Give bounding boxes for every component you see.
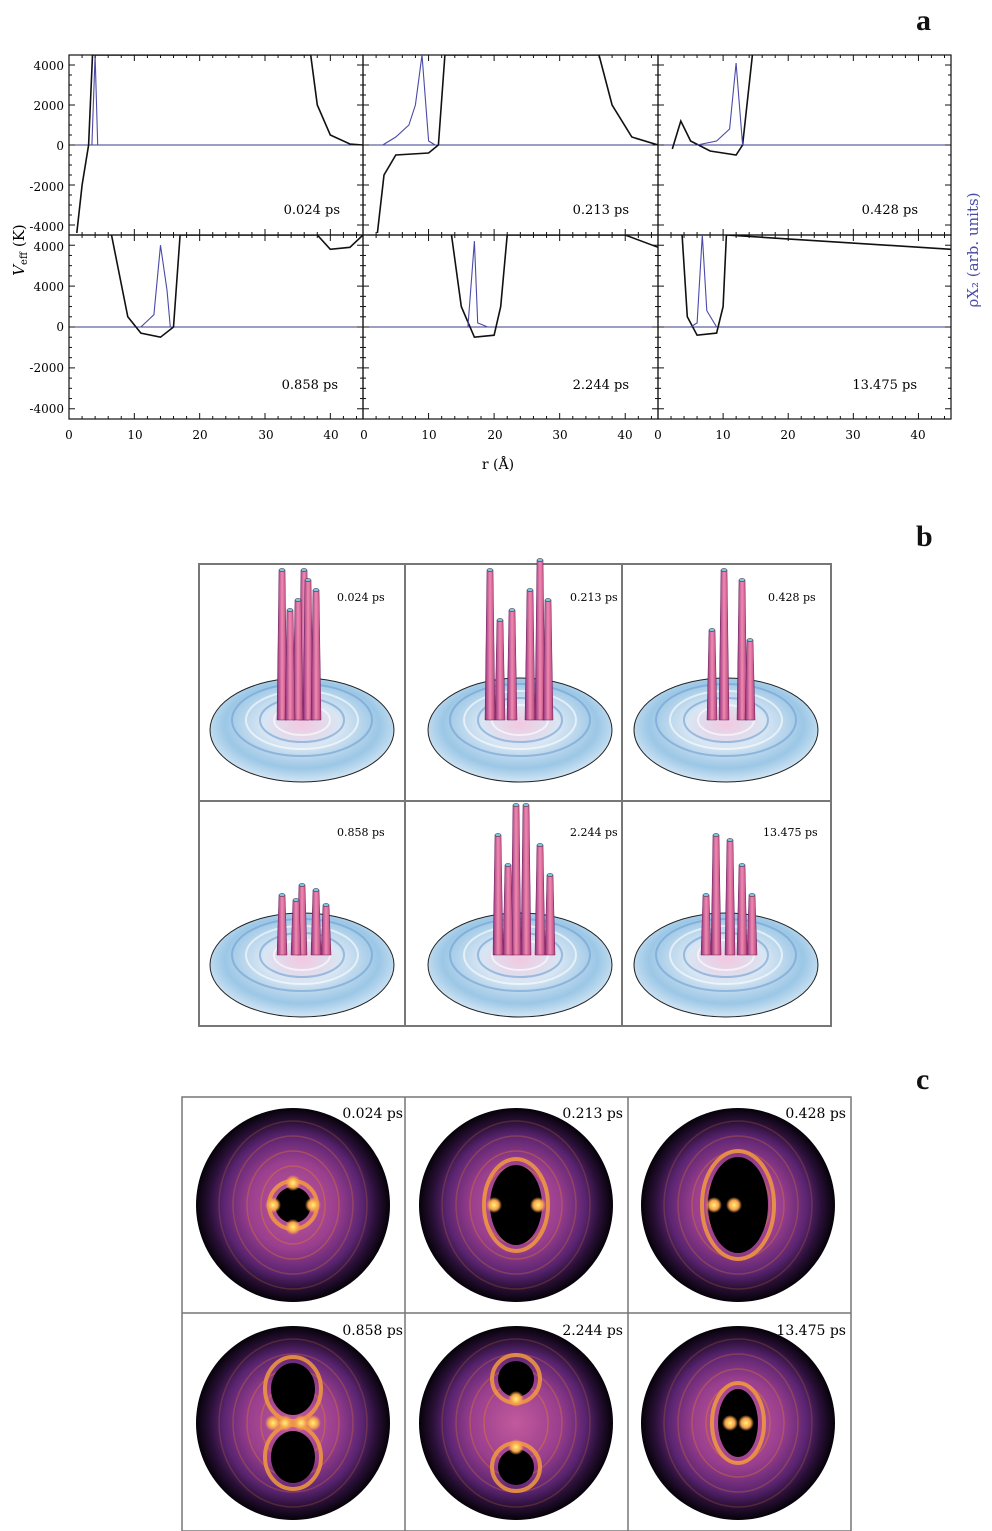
density-curve <box>467 241 488 328</box>
c-density-map <box>641 1326 835 1520</box>
c-density-map <box>196 1108 390 1302</box>
ytick-top-4: -4000 <box>29 220 64 234</box>
ytick-bot-2: 0 <box>56 320 64 334</box>
potential-curve <box>671 55 754 156</box>
ytick-top-2: 0 <box>56 139 64 153</box>
b-surface-plot <box>427 803 613 1018</box>
potential-curve <box>76 55 363 234</box>
c-time-label-5: 2.244 ps <box>562 1323 623 1339</box>
panel-a-line-charts: 4000 2000 0 -2000 -4000 4000 4000 0 -200… <box>10 54 982 473</box>
density-curve <box>690 235 718 328</box>
a-time-label-2: 0.213 ps <box>573 203 629 218</box>
density-curve <box>696 62 744 146</box>
xtick-c2-1: 10 <box>421 428 436 442</box>
panel-label-b: b <box>916 520 933 553</box>
a-time-label-1: 0.024 ps <box>284 203 340 218</box>
panel-b-surface-plots: 0.024 ps 0.213 ps 0.428 ps 0.858 ps 2.24… <box>198 558 832 1027</box>
y-axis-label-right: ρX₂ (arb. units) <box>964 192 982 307</box>
xtick-c2-4: 40 <box>617 428 632 442</box>
xtick-c3-2: 20 <box>780 428 795 442</box>
potential-curve <box>681 235 951 337</box>
b-time-label-2: 0.213 ps <box>570 591 618 604</box>
potential-curve <box>110 235 363 339</box>
x-axis-label: r (Å) <box>482 455 514 473</box>
b-surface-plot <box>633 568 819 783</box>
b-surface-plot <box>633 833 819 1018</box>
xtick-c3-1: 10 <box>715 428 730 442</box>
ytick-bot-4: -4000 <box>29 402 64 416</box>
ytick-top-0: 4000 <box>33 59 64 73</box>
xtick-c3-4: 40 <box>910 428 925 442</box>
xtick-c2-2: 20 <box>487 428 502 442</box>
a-time-label-3: 0.428 ps <box>862 203 918 218</box>
potential-curve <box>376 55 658 234</box>
ytick-top-3: -2000 <box>29 180 64 194</box>
xtick-c3-0: 0 <box>654 428 662 442</box>
c-density-map <box>641 1108 835 1302</box>
b-time-label-6: 13.475 ps <box>763 826 818 839</box>
c-time-label-6: 13.475 ps <box>776 1323 846 1339</box>
c-density-map <box>419 1326 613 1520</box>
b-time-label-3: 0.428 ps <box>768 591 816 604</box>
panel-label-a: a <box>916 4 931 37</box>
ytick-bot-1: 4000 <box>33 280 64 294</box>
density-curve <box>140 245 171 328</box>
potential-curve <box>450 235 658 339</box>
panel-label-c: c <box>916 1063 930 1096</box>
b-surface-plot <box>427 558 613 783</box>
c-time-label-2: 0.213 ps <box>562 1106 623 1122</box>
b-time-label-5: 2.244 ps <box>570 826 618 839</box>
xtick-c1-3: 30 <box>258 428 273 442</box>
c-time-label-1: 0.024 ps <box>342 1106 403 1122</box>
xtick-c1-4: 40 <box>323 428 338 442</box>
b-time-label-1: 0.024 ps <box>337 591 385 604</box>
ytick-bot-0: 4000 <box>33 240 64 254</box>
c-time-label-4: 0.858 ps <box>342 1323 403 1339</box>
c-density-map <box>196 1326 390 1520</box>
b-surface-plot <box>209 568 395 783</box>
c-time-label-3: 0.428 ps <box>785 1106 846 1122</box>
density-curve <box>382 55 436 146</box>
xtick-c3-3: 30 <box>845 428 860 442</box>
ytick-top-1: 2000 <box>33 99 64 113</box>
xtick-c1-0: 0 <box>65 428 73 442</box>
density-curve <box>91 55 99 146</box>
b-time-label-4: 0.858 ps <box>337 826 385 839</box>
a-time-label-6: 13.475 ps <box>852 378 917 393</box>
xtick-c1-2: 20 <box>192 428 207 442</box>
xtick-c1-1: 10 <box>127 428 142 442</box>
b-surface-plot <box>209 883 395 1018</box>
xtick-c2-0: 0 <box>360 428 368 442</box>
c-density-map <box>419 1108 613 1302</box>
panel-c-density-maps: 0.024 ps 0.213 ps 0.428 ps 0.858 ps 2.24… <box>181 1096 852 1531</box>
a-time-label-5: 2.244 ps <box>573 378 629 393</box>
ytick-bot-3: -2000 <box>29 361 64 375</box>
y-axis-label-left: Veff (K) <box>10 224 30 276</box>
xtick-c2-3: 30 <box>552 428 567 442</box>
a-time-label-4: 0.858 ps <box>282 378 338 393</box>
